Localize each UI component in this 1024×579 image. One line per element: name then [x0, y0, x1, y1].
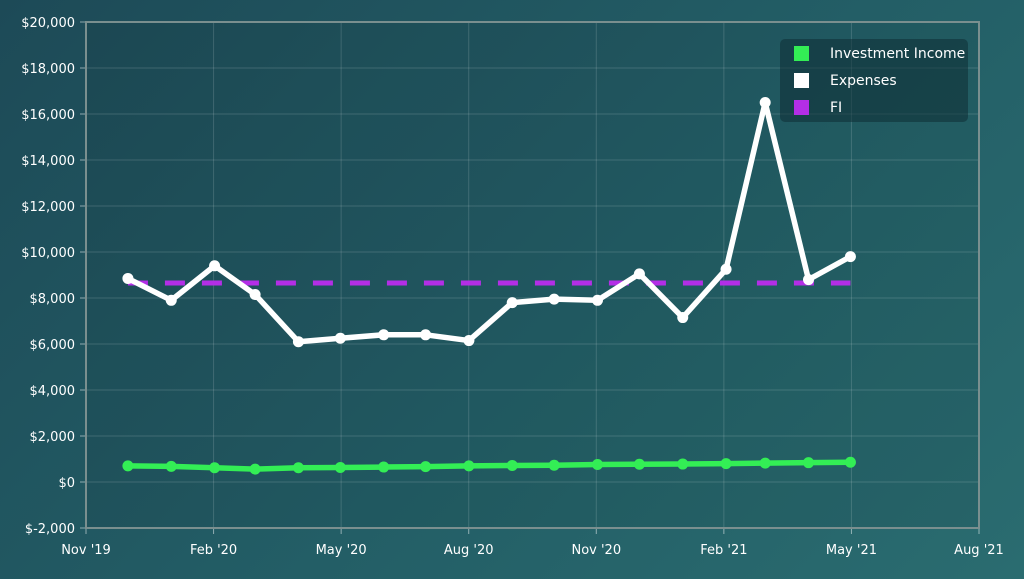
y-tick-label: $12,000	[21, 200, 75, 215]
x-tick-label: May '21	[826, 543, 877, 558]
data-point-investment-income	[844, 456, 856, 468]
series-layer	[122, 97, 856, 475]
x-tick-label: Aug '21	[954, 543, 1004, 558]
legend-label-expenses: Expenses	[830, 73, 897, 89]
legend-swatch-investment-income	[794, 46, 809, 61]
legend-swatch-expenses	[794, 73, 809, 88]
data-point-expenses	[420, 329, 432, 341]
data-point-expenses	[803, 274, 815, 286]
data-point-expenses	[334, 332, 346, 344]
data-point-investment-income	[165, 460, 177, 472]
plot-border	[85, 21, 980, 529]
y-tick-label: $18,000	[21, 62, 75, 77]
data-point-investment-income	[463, 460, 475, 472]
data-point-investment-income	[548, 459, 560, 471]
data-point-investment-income	[420, 461, 432, 473]
x-tick-label: Feb '20	[190, 543, 237, 558]
data-point-expenses	[844, 251, 856, 263]
data-point-expenses	[720, 263, 732, 275]
legend-box	[780, 39, 968, 122]
data-point-investment-income	[506, 459, 518, 471]
data-point-investment-income	[209, 462, 221, 474]
data-point-investment-income	[122, 460, 134, 472]
legend-label-investment-income: Investment Income	[830, 46, 965, 62]
legend-label-fi: FI	[830, 100, 842, 116]
x-tick-label: Feb '21	[700, 543, 747, 558]
series-line-expenses	[125, 99, 854, 345]
data-point-investment-income	[803, 457, 815, 469]
y-tick-label: $10,000	[21, 246, 75, 261]
data-point-investment-income	[334, 462, 346, 474]
x-tick-label: Aug '20	[444, 543, 494, 558]
y-tick-label: $8,000	[30, 292, 76, 307]
y-tick-label: $2,000	[30, 430, 76, 445]
y-tick-label: $0	[58, 476, 75, 491]
axes	[85, 21, 980, 529]
data-point-expenses	[677, 312, 689, 324]
y-tick-label: $-2,000	[25, 522, 75, 537]
data-point-expenses	[548, 293, 560, 305]
legend: Investment Income Expenses FI	[780, 39, 968, 122]
x-tick-label: May '20	[316, 543, 367, 558]
data-point-investment-income	[378, 461, 390, 473]
x-tick-label: Nov '20	[571, 543, 621, 558]
data-point-expenses	[249, 289, 261, 301]
data-point-investment-income	[249, 463, 261, 475]
data-point-expenses	[378, 329, 390, 341]
data-point-expenses	[122, 272, 134, 284]
data-point-expenses	[506, 297, 518, 309]
y-tick-label: $4,000	[30, 384, 76, 399]
y-tick-label: $6,000	[30, 338, 76, 353]
x-axis-labels: Nov '19 Feb '20 May '20 Aug '20 Nov '20 Feb '…	[61, 543, 1004, 558]
data-point-investment-income	[633, 458, 645, 470]
y-tick-label: $20,000	[21, 16, 75, 31]
series-line-investment-income	[125, 459, 854, 472]
y-tick-label: $14,000	[21, 154, 75, 169]
data-point-expenses	[165, 294, 177, 306]
x-tick-label: Nov '19	[61, 543, 111, 558]
data-point-expenses	[633, 268, 645, 280]
data-point-expenses	[209, 260, 221, 272]
legend-swatch-fi	[794, 100, 809, 115]
data-point-expenses	[292, 336, 304, 348]
y-axis-labels: $-2,000 $0 $2,000 $4,000 $6,000 $8,000 $10,000…	[21, 16, 75, 537]
data-point-investment-income	[292, 462, 304, 474]
data-point-expenses	[759, 97, 771, 108]
y-tick-label: $16,000	[21, 108, 75, 123]
data-point-expenses	[591, 294, 603, 306]
data-point-investment-income	[677, 458, 689, 470]
data-point-expenses	[463, 335, 475, 347]
data-point-investment-income	[720, 458, 732, 470]
data-point-investment-income	[759, 457, 771, 469]
data-point-investment-income	[591, 459, 603, 471]
